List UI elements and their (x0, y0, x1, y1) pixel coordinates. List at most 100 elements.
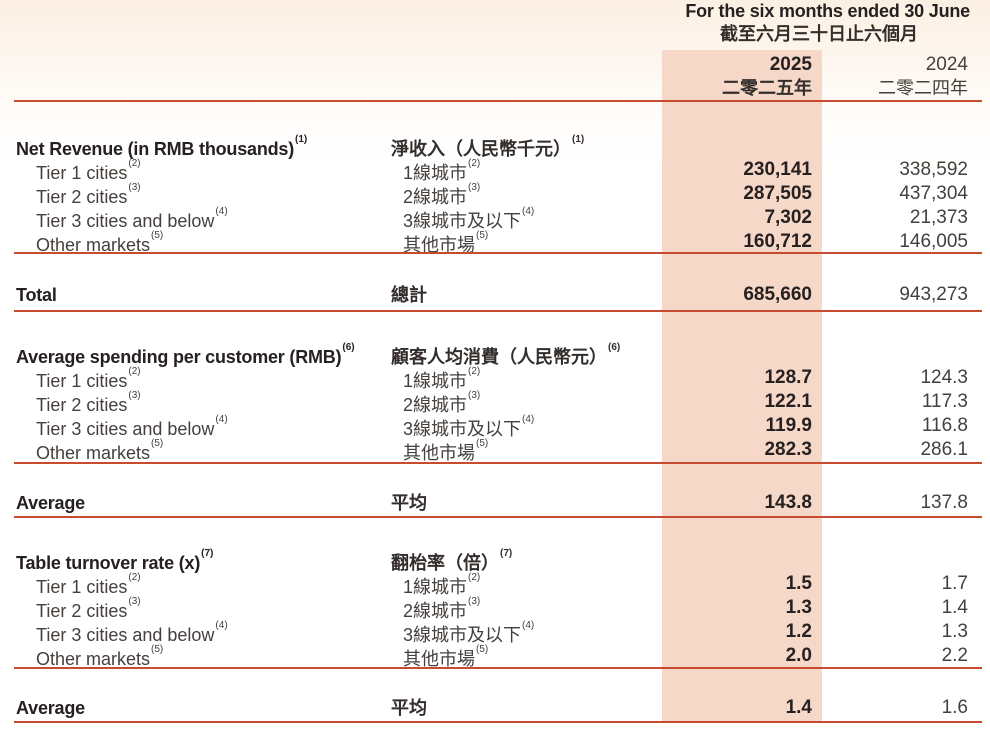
value-2024: 21,373 (909, 207, 968, 228)
section-title-en: Net Revenue (in RMB thousands)(1) (16, 134, 308, 160)
row-label-text: Tier 3 cities and below (36, 211, 215, 231)
value-2025: 1.5 (785, 573, 812, 594)
year-header-row: 2025 2024 (0, 54, 990, 78)
value-2024: 943,273 (899, 284, 968, 305)
footnote-ref: (3) (128, 182, 141, 193)
value-2024: 338,592 (899, 159, 968, 180)
divider-line (14, 310, 982, 312)
value-2024: 2.2 (941, 645, 968, 666)
footnote-ref: (2) (128, 366, 141, 377)
year-2025-label: 2025 (769, 54, 812, 75)
footnote-ref: (3) (128, 390, 141, 401)
footnote-ref: (2) (128, 158, 141, 169)
table-row: Tier 2 cities(3) 2線城市(3) 122.1 117.3 (0, 390, 990, 416)
value-2025: 1.2 (785, 621, 812, 642)
row-label-cn-text: 2線城市 (403, 601, 468, 621)
row-label-en: Tier 2 cities(3) (36, 182, 141, 208)
footnote-ref: (2) (468, 366, 481, 377)
row-label-cn: 1線城市(2) (403, 158, 481, 184)
year-2024-label: 2024 (925, 54, 968, 75)
summary-row-total: Total 總計 685,660 943,273 (0, 284, 990, 308)
summary-label-en: Average (16, 493, 85, 513)
period-header-cn: 截至六月三十日止六個月 (720, 24, 918, 44)
section-title-row: Net Revenue (in RMB thousands)(1) 淨收入（人民… (0, 134, 990, 160)
value-2025: 287,505 (743, 183, 812, 204)
table-row: Tier 1 cities(2) 1線城市(2) 128.7 124.3 (0, 366, 990, 392)
row-label-text: Tier 1 cities (36, 577, 128, 597)
table-row: Tier 2 cities(3) 2線城市(3) 1.3 1.4 (0, 596, 990, 622)
row-label-en: Tier 1 cities(2) (36, 366, 141, 392)
row-label-cn-text: 1線城市 (403, 371, 468, 391)
row-label-cn: 3線城市及以下(4) (403, 206, 534, 232)
row-label-cn-text: 3線城市及以下 (403, 419, 522, 439)
row-label-text: Other markets (36, 235, 151, 255)
row-label-cn: 2線城市(3) (403, 182, 481, 208)
table-row: Other markets(5) 其他市場(5) 2.0 2.2 (0, 644, 990, 670)
section-title-cn-text: 翻枱率（倍） (391, 553, 499, 573)
value-2024: 116.8 (921, 415, 968, 436)
divider-line (14, 462, 982, 464)
value-2025: 2.0 (785, 645, 812, 666)
value-2024: 146,005 (899, 231, 968, 252)
row-label-en: Other markets(5) (36, 438, 163, 464)
row-label-cn: 1線城市(2) (403, 572, 481, 598)
value-2024: 117.3 (921, 391, 968, 412)
row-label-cn: 2線城市(3) (403, 596, 480, 622)
section-title-text: Net Revenue (in RMB thousands) (16, 139, 295, 159)
row-label-cn-text: 其他市場 (403, 235, 475, 255)
section-title-en: Table turnover rate (x)(7) (16, 548, 214, 574)
value-2024: 286.1 (920, 439, 968, 460)
row-label-cn: 其他市場(5) (403, 644, 488, 670)
section-title-text: Table turnover rate (x) (16, 553, 201, 573)
row-label-cn-text: 2線城市 (403, 187, 468, 207)
value-2025: 1.3 (785, 597, 812, 618)
row-label-en: Tier 1 cities(2) (36, 158, 141, 184)
footnote-ref: (1) (295, 134, 308, 145)
footnote-ref: (5) (476, 438, 489, 449)
row-label-en: Tier 3 cities and below(4) (36, 414, 228, 440)
value-2025: 230,141 (743, 159, 812, 180)
row-label-en: Other markets(5) (36, 230, 164, 256)
row-label-cn: 3線城市及以下(4) (403, 414, 535, 440)
year-2024-cn-label: 二零二四年 (878, 78, 968, 98)
footnote-ref: (5) (476, 230, 489, 241)
row-label-text: Tier 2 cities (36, 601, 128, 621)
table-row: Tier 1 cities(2) 1線城市(2) 230,141 338,592 (0, 158, 990, 184)
table-row: Tier 3 cities and below(4) 3線城市及以下(4) 7,… (0, 206, 990, 232)
footnote-ref: (3) (468, 390, 481, 401)
divider-line (14, 100, 982, 102)
divider-line (14, 667, 982, 669)
row-label-cn: 其他市場(5) (403, 230, 489, 256)
highlight-2025-column (662, 50, 822, 723)
footnote-ref: (2) (468, 572, 481, 583)
row-label-en: Tier 1 cities(2) (36, 572, 141, 598)
section-title-cn: 翻枱率（倍）(7) (391, 548, 512, 574)
footnote-ref: (5) (151, 230, 164, 241)
row-label-text: Tier 3 cities and below (36, 419, 215, 439)
footnote-ref: (2) (468, 158, 481, 169)
row-label-en: Tier 3 cities and below(4) (36, 206, 228, 232)
row-label-en: Tier 2 cities(3) (36, 596, 141, 622)
table-row: Tier 2 cities(3) 2線城市(3) 287,505 437,304 (0, 182, 990, 208)
row-label-text: Other markets (36, 443, 151, 463)
section-title-cn-text: 淨收入（人民幣千元） (391, 139, 571, 159)
year-2025-cn-label: 二零二五年 (722, 78, 812, 98)
row-label-cn: 2線城市(3) (403, 390, 481, 416)
summary-label-en: Average (16, 698, 85, 718)
footnote-ref: (6) (608, 342, 621, 353)
row-label-text: Tier 1 cities (36, 163, 128, 183)
footnote-ref: (7) (201, 548, 214, 559)
footnote-ref: (3) (468, 182, 481, 193)
footnote-ref: (6) (342, 342, 355, 353)
section-title-cn: 顧客人均消費（人民幣元）(6) (391, 342, 621, 368)
value-2024: 1.4 (941, 597, 968, 618)
row-label-cn: 其他市場(5) (403, 438, 489, 464)
row-label-en: Tier 2 cities(3) (36, 390, 141, 416)
row-label-cn-text: 其他市場 (403, 443, 475, 463)
divider-line (14, 721, 982, 723)
value-2024: 1.3 (941, 621, 968, 642)
row-label-cn-text: 其他市場 (403, 649, 475, 669)
table-row: Tier 1 cities(2) 1線城市(2) 1.5 1.7 (0, 572, 990, 598)
footnote-ref: (4) (522, 414, 535, 425)
